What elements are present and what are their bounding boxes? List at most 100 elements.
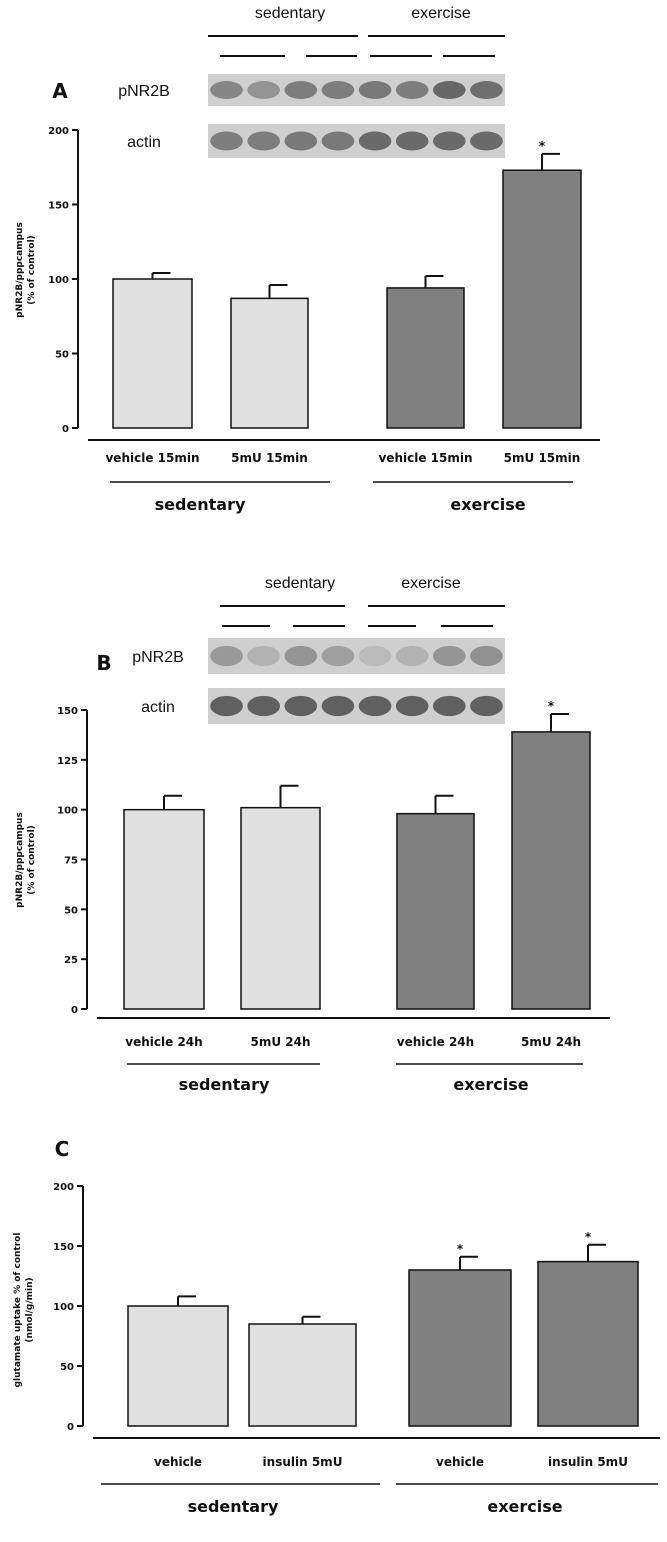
y-tick-label: 25 xyxy=(64,955,78,966)
y-axis-label: pNR2B/pppcampus (% of control) xyxy=(15,812,37,908)
group-label-exercise: exercise xyxy=(453,1075,528,1094)
blot-band xyxy=(358,81,392,99)
x-category-label: vehicle xyxy=(154,1455,202,1469)
blot-band xyxy=(321,695,355,717)
blot-band xyxy=(284,695,318,717)
blot-band xyxy=(321,131,355,151)
blot-band xyxy=(284,131,318,151)
blot-band xyxy=(358,131,392,151)
y-axis-label: glutamate uptake % of control (nmol/g/min… xyxy=(13,1233,35,1388)
blot-band xyxy=(210,131,243,151)
panel-letter-c: C xyxy=(55,1137,70,1161)
y-tick-label: 0 xyxy=(62,424,69,435)
y-axis-label: pNR2B/pppcampus (% of control) xyxy=(15,222,37,318)
blot-band xyxy=(284,81,318,99)
y-tick-label: 100 xyxy=(53,1302,74,1313)
y-tick-label: 150 xyxy=(57,706,78,717)
y-axis-label-line: glutamate uptake % of control xyxy=(13,1233,23,1388)
blot-band xyxy=(432,81,466,99)
blot-header-exercise: exercise xyxy=(401,575,461,592)
blot-band xyxy=(358,695,392,717)
panel-letter-a: A xyxy=(52,79,68,103)
y-tick-label: 125 xyxy=(57,756,78,767)
bar-2 xyxy=(230,297,309,429)
y-axis-label-line: (% of control) xyxy=(27,235,37,305)
bar-3 xyxy=(408,1269,512,1427)
x-category-label: vehicle 15min xyxy=(105,451,199,465)
blot-band xyxy=(470,81,503,99)
blot-band xyxy=(247,81,281,99)
bar-2 xyxy=(248,1323,357,1427)
x-category-label: vehicle 15min xyxy=(378,451,472,465)
y-tick-label: 50 xyxy=(64,905,78,916)
x-category-label: insulin 5mU xyxy=(548,1455,628,1469)
group-label-sedentary: sedentary xyxy=(179,1075,270,1094)
panel-letter-b: B xyxy=(96,651,111,675)
bar-3 xyxy=(396,812,475,1010)
y-tick-label: 50 xyxy=(60,1362,74,1373)
blot-band xyxy=(210,81,243,99)
blot-band xyxy=(284,645,318,667)
significance-marker: * xyxy=(457,1242,464,1256)
y-tick-label: 200 xyxy=(53,1182,74,1193)
y-axis-label-line: (nmol/g/min) xyxy=(25,1277,35,1342)
bar-1 xyxy=(127,1305,229,1427)
x-category-label: 5mU 24h xyxy=(521,1035,581,1049)
x-category-label: 5mU 24h xyxy=(250,1035,310,1049)
panel-c-figure: C 0 50 100 150 200 glutamate uptake % of contr… xyxy=(13,1137,660,1516)
x-category-label: vehicle 24h xyxy=(397,1035,474,1049)
x-category-label: vehicle xyxy=(436,1455,484,1469)
blot-band xyxy=(432,645,466,667)
group-label-sedentary: sedentary xyxy=(188,1497,279,1516)
significance-marker: * xyxy=(585,1230,592,1244)
group-label-exercise: exercise xyxy=(450,495,525,514)
group-label-exercise: exercise xyxy=(487,1497,562,1516)
blot-band xyxy=(470,695,503,717)
blot-band xyxy=(247,131,281,151)
bar-2 xyxy=(240,806,321,1010)
y-tick-label: 0 xyxy=(67,1422,74,1433)
blot-band xyxy=(432,131,466,151)
bar-4 xyxy=(511,731,591,1010)
y-tick-label: 150 xyxy=(48,201,69,212)
significance-marker: * xyxy=(539,139,546,153)
y-tick-label: 50 xyxy=(55,350,69,361)
blot-band xyxy=(395,81,429,99)
blot-label-pnr2b: pNR2B xyxy=(132,649,184,666)
bar-4 xyxy=(537,1260,639,1427)
blot-header-sedentary: sedentary xyxy=(265,575,335,592)
y-tick-label: 150 xyxy=(53,1242,74,1253)
blot-label-pnr2b: pNR2B xyxy=(118,83,170,100)
group-label-sedentary: sedentary xyxy=(155,495,246,514)
blot-label-actin: actin xyxy=(141,699,175,716)
blot-band xyxy=(470,645,503,667)
blot-band xyxy=(321,81,355,99)
blot-label-actin: actin xyxy=(127,134,161,151)
y-tick-label: 100 xyxy=(57,806,78,817)
bar-1 xyxy=(112,278,193,429)
blot-band xyxy=(395,695,429,717)
y-axis-label-line: pNR2B/pppcampus xyxy=(15,812,25,908)
y-tick-label: 75 xyxy=(64,856,78,867)
blot-band xyxy=(358,645,392,667)
panel-c: C 0 50 100 150 200 glutamate uptake % of contr… xyxy=(0,1120,667,1542)
y-tick-label: 0 xyxy=(71,1005,78,1016)
y-tick-label: 200 xyxy=(48,126,69,137)
bar-3 xyxy=(386,287,465,429)
blot-header-sedentary: sedentary xyxy=(255,5,325,22)
blot-band xyxy=(470,131,503,151)
blot-band xyxy=(210,695,243,717)
significance-marker: * xyxy=(548,699,555,713)
y-axis-label-line: pNR2B/pppcampus xyxy=(15,222,25,318)
blot-header-exercise: exercise xyxy=(411,5,471,22)
blot-band xyxy=(432,695,466,717)
blot-band xyxy=(395,131,429,151)
blot-band xyxy=(395,645,429,667)
bar-4 xyxy=(502,169,582,429)
blot-band xyxy=(247,695,281,717)
x-category-label: 5mU 15min xyxy=(231,451,308,465)
